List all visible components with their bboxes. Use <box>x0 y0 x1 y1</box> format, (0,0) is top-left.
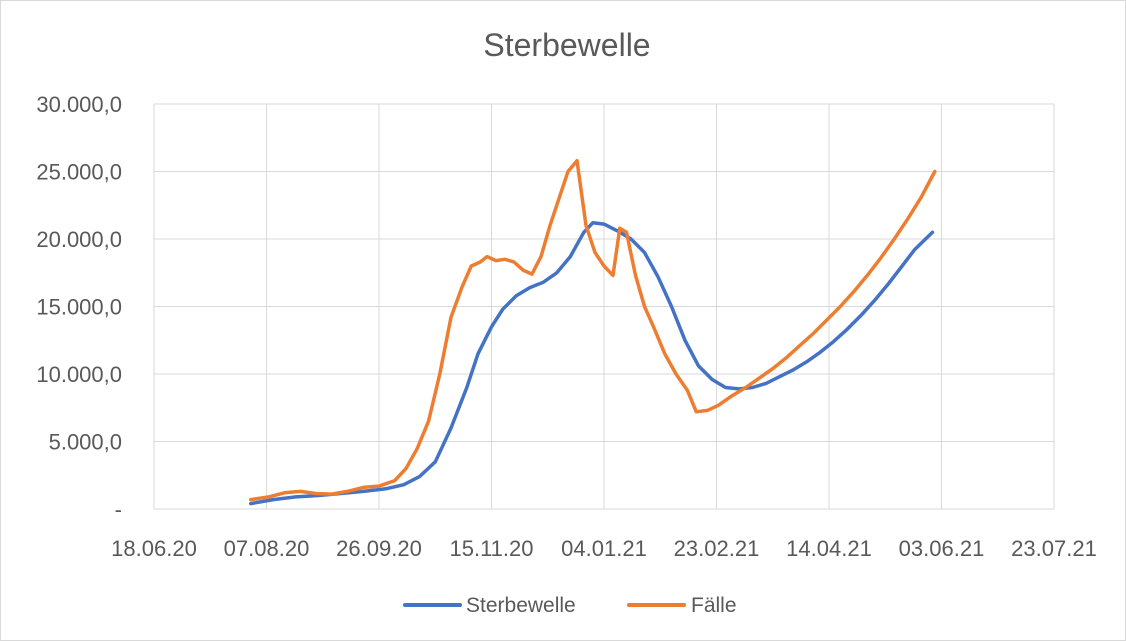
series-lines <box>249 158 937 506</box>
chart-title: Sterbewelle <box>483 27 650 63</box>
y-tick-label: 25.000,0 <box>36 160 122 185</box>
x-tick-label: 04.01.21 <box>561 536 647 561</box>
x-axis-ticks: 18.06.20 07.08.20 26.09.20 15.11.20 04.01.21… <box>111 536 1097 561</box>
y-axis-ticks: - 5.000,0 10.000,0 15.000,0 20.000,0 25.000,0… <box>36 92 122 522</box>
x-tick-label: 23.07.21 <box>1011 536 1097 561</box>
x-tick-label: 14.04.21 <box>786 536 872 561</box>
y-tick-label: 15.000,0 <box>36 295 122 320</box>
series-line-sterbewelle <box>249 221 935 506</box>
x-tick-label: 23.02.21 <box>674 536 760 561</box>
x-tick-label: 03.06.21 <box>899 536 985 561</box>
series-line-faelle <box>249 158 937 502</box>
y-tick-label: 20.000,0 <box>36 227 122 252</box>
chart-legend: Sterbewelle Fälle <box>403 594 737 617</box>
x-tick-label: 18.06.20 <box>111 536 197 561</box>
legend-label-faelle: Fälle <box>691 594 737 617</box>
legend-label-sterbewelle: Sterbewelle <box>466 594 576 617</box>
y-tick-label: 5.000,0 <box>49 430 122 455</box>
x-tick-label: 07.08.20 <box>224 536 310 561</box>
y-tick-label: - <box>115 497 122 522</box>
x-tick-label: 15.11.20 <box>449 536 533 561</box>
x-tick-label: 26.09.20 <box>336 536 422 561</box>
gridlines <box>153 103 1055 510</box>
y-tick-label: 10.000,0 <box>36 362 122 387</box>
y-tick-label: 30.000,0 <box>36 92 122 117</box>
